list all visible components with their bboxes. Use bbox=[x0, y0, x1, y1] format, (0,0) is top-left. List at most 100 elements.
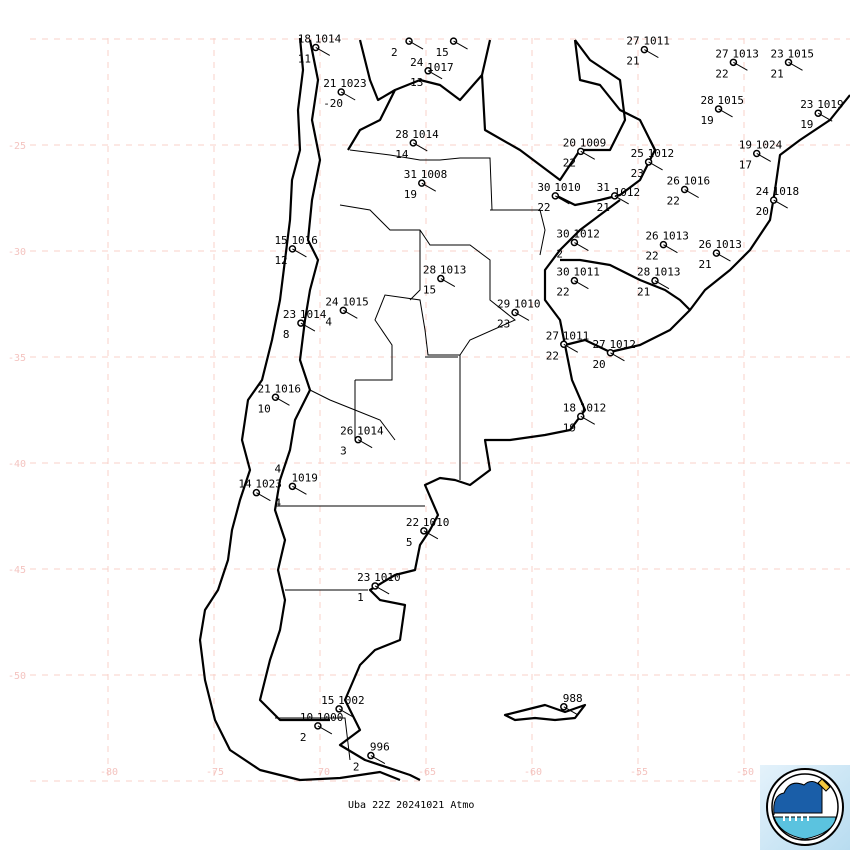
station-dewpoint: 21 bbox=[698, 258, 711, 271]
atlantic-coast bbox=[338, 94, 850, 781]
station-dewpoint: 22 bbox=[537, 201, 550, 214]
map-caption: Uba 22Z 20241021 Atmo bbox=[348, 800, 475, 811]
lon-tick-label: -70 bbox=[312, 767, 330, 778]
wind-barb bbox=[663, 244, 678, 254]
station-plot: 29 1010 23 bbox=[497, 297, 540, 330]
chile-pacific-coast bbox=[198, 37, 401, 782]
wind-barb bbox=[315, 47, 331, 56]
wind-barb bbox=[275, 396, 290, 406]
station-plot: 27 1011 22 bbox=[546, 329, 590, 362]
lon-tick-label: -60 bbox=[524, 767, 542, 778]
station-temperature: 24 bbox=[325, 295, 339, 308]
station-temperature: 31 bbox=[404, 168, 417, 181]
station-pressure: 1008 bbox=[421, 168, 448, 181]
station-pressure: 1013 bbox=[662, 230, 689, 243]
wind-barb bbox=[300, 322, 316, 332]
wind-barb bbox=[292, 248, 307, 258]
station-dewpoint: 2 bbox=[391, 46, 398, 59]
station-plot: 27 1011 21 bbox=[626, 35, 670, 68]
station-temperature: 14 bbox=[238, 478, 252, 491]
station-temperature: 23 bbox=[283, 308, 296, 321]
station-pressure: 1000 bbox=[317, 711, 344, 724]
wind-barb bbox=[614, 195, 629, 205]
station-dewpoint: 2 bbox=[353, 761, 360, 774]
wind-barb bbox=[788, 61, 803, 71]
station-plot: 24 1017 13 bbox=[410, 56, 454, 89]
station-pressure: 996 bbox=[370, 741, 390, 754]
station-pressure: 1012 bbox=[648, 147, 675, 160]
station-dewpoint: 4 bbox=[274, 496, 281, 509]
station-pressure: 1017 bbox=[427, 61, 454, 74]
wind-barb bbox=[374, 585, 390, 595]
station-temperature: 26 bbox=[698, 238, 711, 251]
station-plot: 24 1018 20 bbox=[756, 185, 800, 218]
logo-emblem-icon bbox=[766, 768, 844, 846]
station-plot: 20 1009 22 bbox=[563, 136, 607, 169]
station-pressure: 1018 bbox=[773, 185, 800, 198]
station-dewpoint: 3 bbox=[340, 445, 347, 458]
station-dewpoint: 22 bbox=[667, 195, 680, 208]
station-pressure: 1013 bbox=[732, 47, 759, 60]
station-pressure: 1016 bbox=[274, 382, 301, 395]
station-pressure: 1010 bbox=[554, 181, 581, 194]
station-pressure: 1012 bbox=[573, 228, 600, 241]
station-plot: 23 1010 1 bbox=[357, 571, 401, 604]
station-temperature: 28 bbox=[395, 128, 408, 141]
bolivia-paraguay-border bbox=[347, 39, 627, 182]
station-dewpoint: 19 bbox=[701, 114, 714, 127]
lon-tick-label: -50 bbox=[736, 767, 754, 778]
station-temperature: 18 bbox=[298, 32, 311, 45]
wind-barb bbox=[292, 485, 307, 495]
station-pressure: 1011 bbox=[643, 35, 670, 48]
station-plot: 15 bbox=[436, 37, 468, 59]
station-dewpoint: 1 bbox=[357, 591, 364, 604]
station-plot: 27 1012 20 bbox=[592, 338, 636, 371]
station-pressure: 1019 bbox=[291, 471, 318, 484]
wind-barb bbox=[514, 312, 530, 321]
wind-barb bbox=[343, 309, 358, 319]
lon-tick-label: -75 bbox=[206, 767, 224, 778]
station-dewpoint: 5 bbox=[406, 536, 413, 549]
station-dewpoint: 13 bbox=[410, 76, 423, 89]
lat-tick-label: -50 bbox=[8, 671, 26, 682]
station-plot: 26 1014 3 bbox=[340, 425, 384, 458]
station-plot: 22 1010 5 bbox=[406, 516, 450, 549]
station-plot: 18 1014 11 bbox=[298, 32, 342, 65]
station-temperature: 15 bbox=[321, 694, 334, 707]
brazil-border bbox=[560, 39, 691, 311]
station-plot: 27 1013 22 bbox=[715, 47, 759, 80]
station-temperature: 27 bbox=[715, 47, 728, 60]
wind-barb bbox=[338, 708, 354, 718]
wind-barb bbox=[453, 40, 468, 50]
station-temperature: 28 bbox=[701, 94, 714, 107]
wind-barb bbox=[317, 725, 333, 735]
station-plot: 28 1015 19 bbox=[701, 94, 745, 127]
falkland-islands bbox=[503, 703, 587, 722]
station-dewpoint: 15 bbox=[423, 284, 436, 297]
station-temperature: 31 bbox=[597, 181, 610, 194]
station-pressure: 1023 bbox=[340, 77, 367, 90]
wind-barb bbox=[817, 112, 833, 122]
wind-barb bbox=[580, 415, 596, 425]
station-temperature: 19 bbox=[739, 138, 752, 151]
station-plot: 10 1000 2 bbox=[300, 711, 344, 744]
station-pressure: 1019 bbox=[817, 98, 844, 111]
station-plot: 15 1002 bbox=[321, 694, 365, 718]
station-plot: 19 1024 17 bbox=[739, 138, 783, 171]
station-pressure: 1014 bbox=[412, 128, 439, 141]
station-pressure: 1023 bbox=[255, 478, 282, 491]
station-plot: 28 1013 15 bbox=[423, 264, 467, 297]
station-plot: 30 1011 22 bbox=[556, 266, 600, 299]
station-plot: 23 1019 19 bbox=[800, 98, 844, 131]
station-dewpoint: 19 bbox=[563, 421, 576, 434]
station-dewpoint: 21 bbox=[771, 67, 784, 80]
lat-tick-label: -30 bbox=[8, 247, 26, 258]
station-pressure: 1010 bbox=[423, 516, 450, 529]
station-pressure: 1009 bbox=[580, 136, 607, 149]
station-dewpoint: 21 bbox=[626, 55, 639, 68]
station-dewpoint: 23 bbox=[497, 317, 510, 330]
station-dewpoint: 10 bbox=[257, 402, 270, 415]
station-dewpoint: 22 bbox=[715, 67, 728, 80]
